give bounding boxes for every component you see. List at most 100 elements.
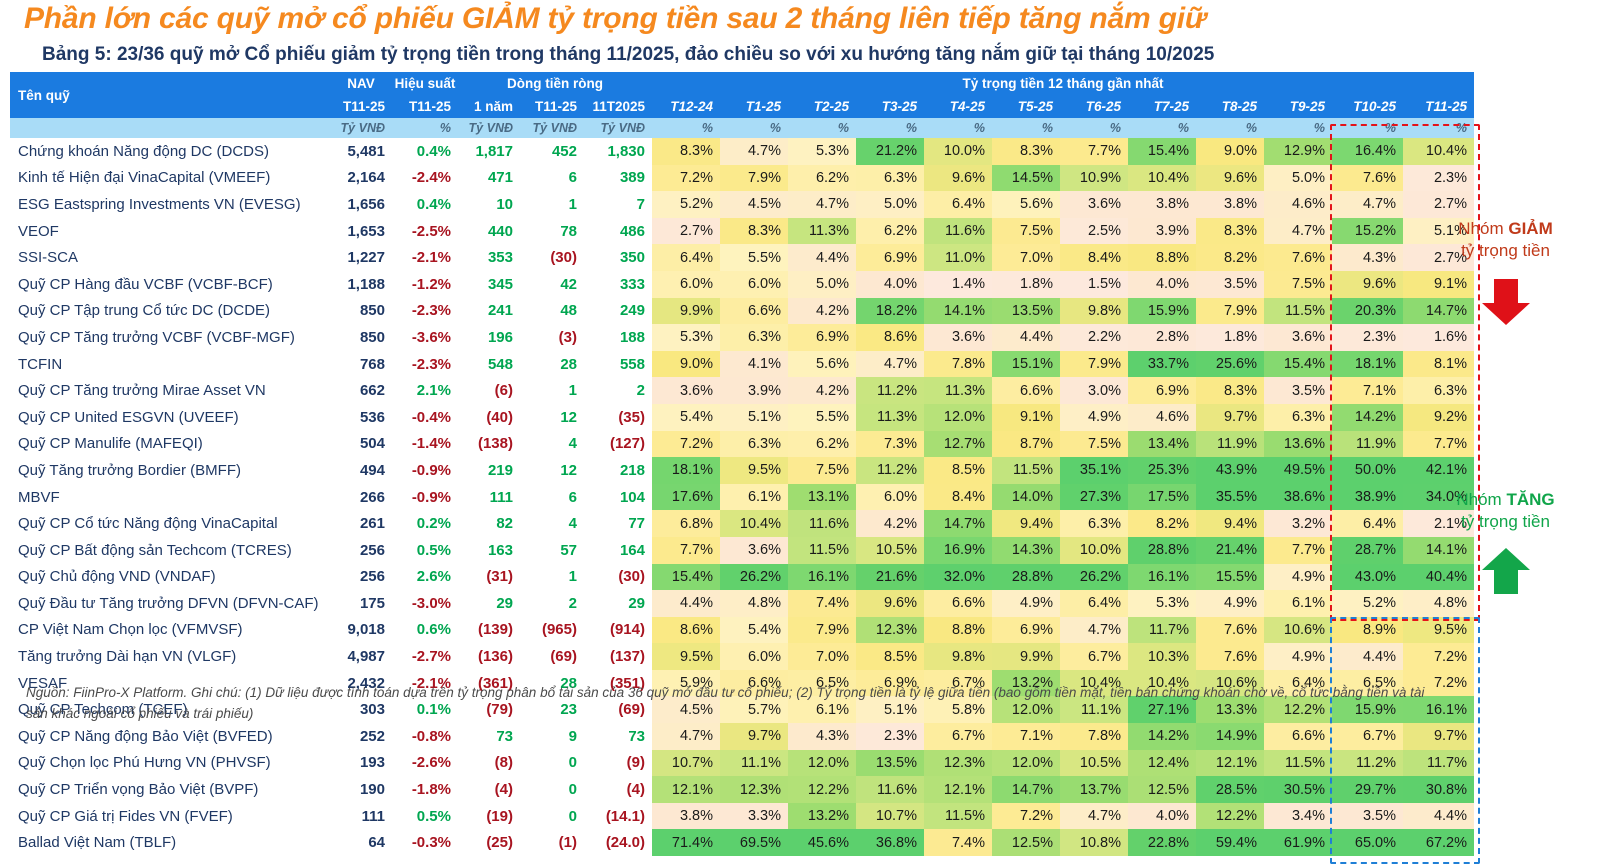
netflow-month-cell: 23 xyxy=(520,696,584,724)
col-header-fund-name: Tên quỹ xyxy=(10,72,330,118)
cash-weight-cell: 12.9% xyxy=(1264,138,1332,165)
table-row[interactable]: TCFIN 768 -2.3% 548 28 558 9.0% 4.1% 5.6% 4.7% 7.8… xyxy=(10,350,1474,378)
table-row[interactable]: Quỹ CP Tăng trưởng VCBF (VCBF-MGF) 850 -3.… xyxy=(10,324,1474,351)
table-row[interactable]: Quỹ CP Cổ tức Năng động VinaCapital 261 0.… xyxy=(10,510,1474,537)
fund-cash-weight-table: Tên quỹ NAV Hiệu suất Dòng tiền ròng Tỷ … xyxy=(10,72,1474,857)
cash-weight-cell: 10.5% xyxy=(856,536,924,564)
unit-pct-7: % xyxy=(1128,118,1196,138)
table-row[interactable]: Quỹ CP Tập trung Cổ tức DC (DCDE) 850 -2.3… xyxy=(10,297,1474,325)
table-row[interactable]: Quỹ CP Hàng đầu VCBF (VCBF-BCF) 1,188 -1.2… xyxy=(10,270,1474,298)
netflow-month-cell: (3) xyxy=(520,324,584,351)
col-header-month-8: T8-25 xyxy=(1196,94,1264,118)
cash-weight-cell: 12.5% xyxy=(1128,776,1196,803)
netflow-1y-cell: (79) xyxy=(458,696,520,724)
cash-weight-cell: 12.4% xyxy=(1128,749,1196,777)
cash-weight-cell: 18.1% xyxy=(652,457,720,484)
cash-weight-cell: 14.1% xyxy=(1403,536,1474,564)
cash-weight-cell: 5.1% xyxy=(1403,217,1474,245)
cash-weight-cell: 4.0% xyxy=(1128,802,1196,830)
table-row[interactable]: Quỹ CP Manulife (MAFEQI) 504 -1.4% (138) 4 (1… xyxy=(10,430,1474,458)
table-row[interactable]: Quỹ CP Năng động Bảo Việt (BVFED) 252 -0.8… xyxy=(10,723,1474,750)
table-row[interactable]: Quỹ Chọn lọc Phú Hưng VN (PHVSF) 193 -2.6%… xyxy=(10,749,1474,777)
cash-weight-cell: 26.2% xyxy=(1060,563,1128,591)
cash-weight-cell: 5.1% xyxy=(856,696,924,724)
table-row[interactable]: ESG Eastspring Investments VN (EVESG) 1,6… xyxy=(10,191,1474,218)
performance-cell: 0.5% xyxy=(392,802,458,830)
nav-cell: 4,987 xyxy=(330,643,392,670)
table-row[interactable]: Tăng trưởng Dài hạn VN (VLGF) 4,987 -2.7%(… xyxy=(10,643,1474,670)
netflow-month-cell: 0 xyxy=(520,776,584,803)
performance-cell: 0.1% xyxy=(392,696,458,724)
cash-weight-cell: 3.6% xyxy=(720,536,788,564)
cash-weight-cell: 6.1% xyxy=(720,483,788,511)
fund-name-cell: Kinh tế Hiện đại VinaCapital (VMEEF) xyxy=(10,164,330,192)
performance-cell: -1.4% xyxy=(392,430,458,458)
table-row[interactable]: Chứng khoán Năng động DC (DCDS) 5,481 0.4%… xyxy=(10,138,1474,165)
cash-weight-cell: 12.2% xyxy=(1264,696,1332,724)
table-row[interactable]: Quỹ CP Giá trị Fides VN (FVEF) 111 0.5% (19… xyxy=(10,802,1474,830)
table-row[interactable]: Quỹ Tăng trưởng Bordier (BMFF) 494 -0.9% 21… xyxy=(10,457,1474,484)
cash-weight-cell: 12.7% xyxy=(924,430,992,458)
nav-cell: 850 xyxy=(330,324,392,351)
nav-cell: 504 xyxy=(330,430,392,458)
cash-weight-cell: 45.6% xyxy=(788,829,856,857)
netflow-ytd-cell: (9) xyxy=(584,749,652,777)
arrow-down-icon xyxy=(1418,273,1593,334)
cash-weight-cell: 14.9% xyxy=(1196,723,1264,750)
table-row[interactable]: Ballad Việt Nam (TBLF) 64 -0.3% (25) (1) (24.… xyxy=(10,829,1474,857)
col-header-flow-t1125: T11-25 xyxy=(520,94,584,118)
table-row[interactable]: VEOF 1,653 -2.5% 440 78 486 2.7% 8.3% 11.3% 6.2% 1… xyxy=(10,217,1474,245)
cash-weight-cell: 4.5% xyxy=(652,696,720,724)
cash-weight-cell: 1.5% xyxy=(1060,270,1128,298)
table-row[interactable]: VESAF 2,432 -2.1% (361) 28 (351) 5.9% 6.6% 6.5% 6… xyxy=(10,669,1474,697)
netflow-1y-cell: 163 xyxy=(458,536,520,564)
cash-weight-cell: 11.6% xyxy=(856,776,924,803)
netflow-1y-cell: 1,817 xyxy=(458,138,520,165)
table-row[interactable]: Quỹ Đầu tư Tăng trưởng DFVN (DFVN-CAF) 17… xyxy=(10,590,1474,617)
nav-cell: 1,188 xyxy=(330,270,392,298)
table-row[interactable]: Quỹ CP Bất động sản Techcom (TCRES) 256 0.… xyxy=(10,536,1474,564)
fund-name-cell: VEOF xyxy=(10,217,330,245)
table-row[interactable]: Kinh tế Hiện đại VinaCapital (VMEEF) 2,16… xyxy=(10,164,1474,192)
performance-cell: -2.6% xyxy=(392,749,458,777)
table-row[interactable]: Quỹ Chủ động VND (VNDAF) 256 2.6% (31) 1 (30)… xyxy=(10,563,1474,591)
table-row[interactable]: Quỹ CP United ESGVN (UVEEF) 536 -0.4% (40) 1… xyxy=(10,403,1474,431)
header-sub-row: T11-25 T11-25 1 năm T11-25 11T2025 T12-2… xyxy=(10,94,1474,118)
netflow-1y-cell: (40) xyxy=(458,403,520,431)
cash-weight-cell: 12.3% xyxy=(924,749,992,777)
cash-weight-cell: 59.4% xyxy=(1196,829,1264,857)
unit-pct-5: % xyxy=(992,118,1060,138)
netflow-1y-cell: (6) xyxy=(458,377,520,404)
cash-weight-cell: 5.3% xyxy=(652,324,720,351)
cash-weight-cell: 11.5% xyxy=(1264,749,1332,777)
cash-weight-cell: 6.9% xyxy=(856,244,924,271)
netflow-ytd-cell: 249 xyxy=(584,297,652,325)
fund-name-cell: Ballad Việt Nam (TBLF) xyxy=(10,829,330,857)
table-row[interactable]: MBVF 266 -0.9% 111 6 104 17.6% 6.1% 13.1% 6.0% 8.4… xyxy=(10,483,1474,511)
cash-weight-cell: 11.3% xyxy=(856,403,924,431)
table-row[interactable]: CP Việt Nam Chọn lọc (VFMVSF) 9,018 0.6% (1… xyxy=(10,616,1474,644)
cash-weight-cell: 8.3% xyxy=(1196,377,1264,404)
cash-weight-cell: 6.6% xyxy=(720,669,788,697)
unit-pct-2: % xyxy=(788,118,856,138)
table-row[interactable]: Quỹ CP Techcom (TCEF) 303 0.1% (79) 23 (69) 4.… xyxy=(10,696,1474,724)
cash-weight-cell: 11.2% xyxy=(1332,749,1403,777)
cash-weight-cell: 7.7% xyxy=(652,536,720,564)
col-header-perf-period: T11-25 xyxy=(392,94,458,118)
cash-weight-cell: 14.7% xyxy=(1403,297,1474,325)
cash-weight-cell: 11.1% xyxy=(1060,696,1128,724)
col-header-month-5: T5-25 xyxy=(992,94,1060,118)
cash-weight-cell: 14.5% xyxy=(992,164,1060,192)
table-row[interactable]: SSI-SCA 1,227 -2.1% 353 (30) 350 6.4% 5.5% 4.4% 6… xyxy=(10,244,1474,271)
table-row[interactable]: Quỹ CP Triển vọng Bảo Việt (BVPF) 190 -1.8… xyxy=(10,776,1474,803)
netflow-1y-cell: 196 xyxy=(458,324,520,351)
fund-name-cell: Chứng khoán Năng động DC (DCDS) xyxy=(10,138,330,165)
cash-weight-cell: 5.3% xyxy=(1128,590,1196,617)
table-row[interactable]: Quỹ CP Tăng trưởng Mirae Asset VN 662 2.1%… xyxy=(10,377,1474,404)
cash-weight-cell: 17.6% xyxy=(652,483,720,511)
annotation-increase-group: Nhóm TĂNG tỷ trọng tiền xyxy=(1418,489,1593,605)
cash-weight-cell: 11.5% xyxy=(1264,297,1332,325)
cash-weight-cell: 6.6% xyxy=(992,377,1060,404)
cash-weight-cell: 2.7% xyxy=(1403,244,1474,271)
cash-weight-cell: 40.4% xyxy=(1403,563,1474,591)
